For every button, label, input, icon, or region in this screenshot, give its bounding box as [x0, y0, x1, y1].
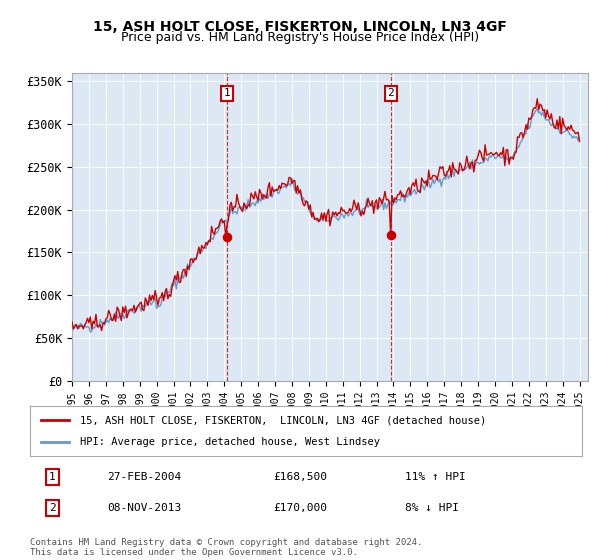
Text: 8% ↓ HPI: 8% ↓ HPI	[406, 503, 460, 513]
Text: 1: 1	[49, 472, 55, 482]
Text: Price paid vs. HM Land Registry's House Price Index (HPI): Price paid vs. HM Land Registry's House …	[121, 31, 479, 44]
Text: 2: 2	[49, 503, 55, 513]
Text: £168,500: £168,500	[273, 472, 327, 482]
Text: 27-FEB-2004: 27-FEB-2004	[107, 472, 182, 482]
Text: 11% ↑ HPI: 11% ↑ HPI	[406, 472, 466, 482]
Text: 15, ASH HOLT CLOSE, FISKERTON, LINCOLN, LN3 4GF: 15, ASH HOLT CLOSE, FISKERTON, LINCOLN, …	[93, 20, 507, 34]
Point	[386, 231, 396, 240]
Text: HPI: Average price, detached house, West Lindsey: HPI: Average price, detached house, West…	[80, 437, 380, 447]
Text: 15, ASH HOLT CLOSE, FISKERTON,  LINCOLN, LN3 4GF (detached house): 15, ASH HOLT CLOSE, FISKERTON, LINCOLN, …	[80, 415, 486, 425]
Text: 08-NOV-2013: 08-NOV-2013	[107, 503, 182, 513]
Text: £170,000: £170,000	[273, 503, 327, 513]
Text: 1: 1	[223, 88, 230, 99]
Text: Contains HM Land Registry data © Crown copyright and database right 2024.
This d: Contains HM Land Registry data © Crown c…	[30, 538, 422, 557]
Text: 2: 2	[388, 88, 394, 99]
Point	[222, 232, 232, 241]
